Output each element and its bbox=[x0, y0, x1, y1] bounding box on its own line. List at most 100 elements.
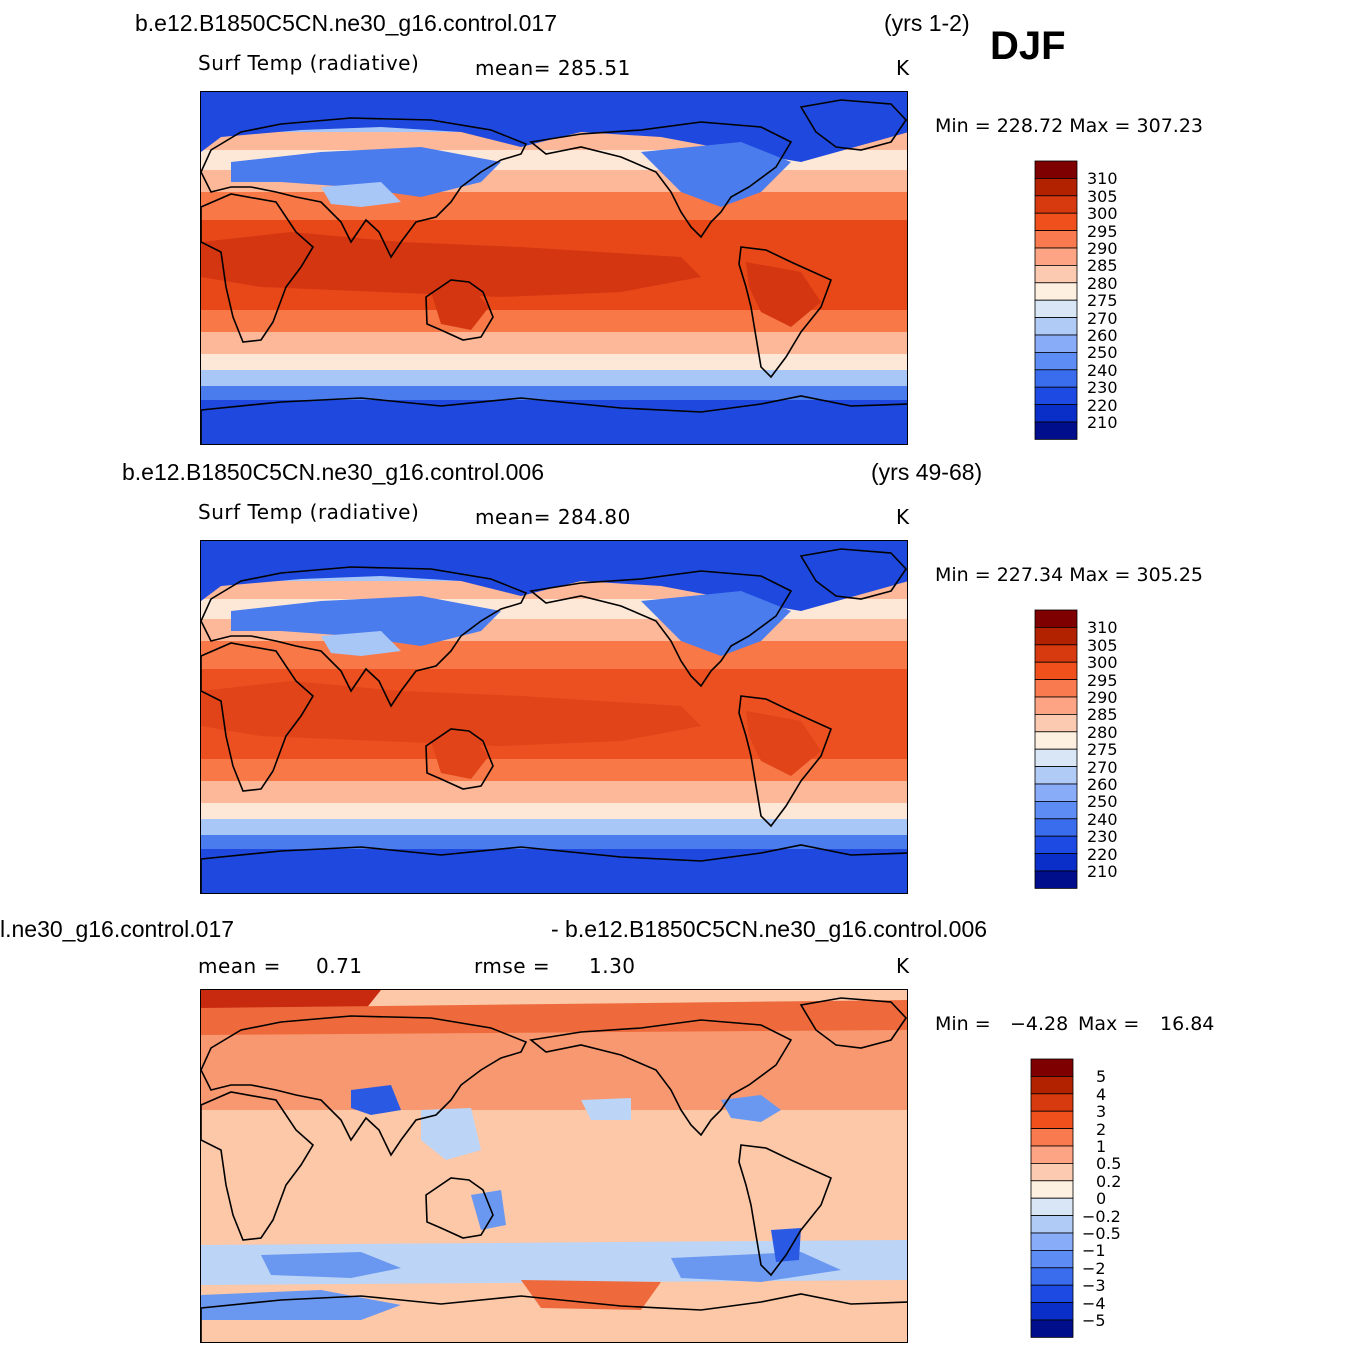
colorbar-swatch bbox=[1034, 800, 1078, 820]
panel2-map-svg bbox=[201, 541, 907, 893]
west-pacific-cool-anomaly bbox=[421, 1108, 481, 1160]
temperature-band bbox=[201, 332, 907, 354]
colorbar-level-label: 285 bbox=[1087, 256, 1118, 276]
colorbar-swatch bbox=[1030, 1249, 1074, 1269]
colorbar-swatch bbox=[1034, 351, 1078, 371]
temperature-band bbox=[201, 641, 907, 669]
colorbar-swatch bbox=[1034, 195, 1078, 214]
temperature-band bbox=[201, 803, 907, 819]
panel1-units: K bbox=[896, 56, 910, 80]
coastlines bbox=[201, 997, 907, 1342]
colorbar-level-label: 0.2 bbox=[1096, 1171, 1122, 1191]
colorbar-swatch bbox=[1034, 421, 1078, 440]
colorbar-level-label: 310 bbox=[1087, 618, 1118, 638]
colorbar-swatch bbox=[1034, 748, 1078, 767]
southern-ocean-cold-anomaly bbox=[261, 1252, 401, 1278]
panel2-mean: mean= 284.80 bbox=[475, 505, 631, 529]
colorbar-level-label: −0.2 bbox=[1082, 1206, 1121, 1226]
colorbar-level-label: 275 bbox=[1087, 740, 1118, 760]
coastline-north-america bbox=[529, 570, 793, 688]
panel3-max-value: 16.84 bbox=[1160, 1013, 1215, 1035]
coastline-south-america bbox=[738, 1144, 833, 1277]
colorbar-swatch bbox=[1034, 853, 1078, 872]
panel2-map bbox=[200, 540, 908, 894]
temperature-band bbox=[201, 354, 907, 370]
colorbar-level-label: 220 bbox=[1087, 844, 1118, 864]
colorbar-level-label: 0 bbox=[1096, 1189, 1107, 1209]
high-latitude-warm-band bbox=[201, 1000, 907, 1035]
colorbar-level-label: 220 bbox=[1087, 395, 1118, 415]
colorbar-level-label: −1 bbox=[1082, 1241, 1106, 1261]
colorbar-swatch bbox=[1030, 1232, 1074, 1251]
colorbar-swatch bbox=[1034, 870, 1078, 889]
coastline-greenland bbox=[799, 99, 907, 151]
colorbar-level-label: 300 bbox=[1087, 204, 1118, 224]
coastline-eurasia bbox=[201, 566, 528, 708]
panel1-map bbox=[200, 91, 908, 445]
colorbar-level-label: −4 bbox=[1082, 1293, 1106, 1313]
colorbar-swatch bbox=[1034, 404, 1078, 423]
tibet-cool-region bbox=[321, 631, 401, 656]
colorbar-swatch bbox=[1034, 626, 1078, 646]
eurasia-cold-region bbox=[231, 596, 501, 646]
temperature-band bbox=[201, 849, 907, 893]
colorbar-swatch bbox=[1034, 265, 1078, 284]
coastline-north-america bbox=[529, 1019, 793, 1137]
colorbar-level-label: 250 bbox=[1087, 343, 1118, 363]
panel3-case-left: l.ne30_g16.control.017 bbox=[0, 916, 235, 942]
panel3-max-label: Max = bbox=[1078, 1013, 1140, 1035]
colorbar-swatch bbox=[1034, 783, 1078, 802]
colorbar-swatch bbox=[1030, 1267, 1074, 1286]
panel1-map-svg bbox=[201, 92, 907, 444]
panel2-variable: Surf Temp (radiative) bbox=[198, 500, 420, 524]
colorbar-swatch bbox=[1030, 1284, 1074, 1303]
colorbar-level-label: −2 bbox=[1082, 1258, 1106, 1278]
colorbar-level-label: 230 bbox=[1087, 827, 1118, 847]
panel2-minmax: Min = 227.34 Max = 305.25 bbox=[935, 564, 1203, 586]
temperature-band bbox=[201, 835, 907, 849]
colorbar-level-label: 270 bbox=[1087, 757, 1118, 777]
panel1-mean: mean= 285.51 bbox=[475, 56, 631, 80]
panel3-min-label: Min = bbox=[935, 1013, 991, 1035]
antarctic-cold-anomaly bbox=[201, 1290, 401, 1320]
colorbar-swatch bbox=[1030, 1319, 1074, 1338]
tropical-warm-pool bbox=[201, 681, 701, 746]
colorbar-level-label: 300 bbox=[1087, 653, 1118, 673]
coastline-antarctica bbox=[201, 1293, 907, 1342]
colorbar-swatch bbox=[1030, 1128, 1074, 1147]
temperature-band bbox=[201, 192, 907, 220]
colorbar-level-label: 230 bbox=[1087, 378, 1118, 398]
panel3-rmse-label: rmse = bbox=[474, 954, 551, 978]
panel3-mean-label: mean = bbox=[198, 954, 281, 978]
australia-warm-region bbox=[431, 736, 489, 779]
panel1-years: (yrs 1-2) bbox=[884, 10, 970, 36]
coastline-greenland bbox=[799, 997, 907, 1049]
temperature-band bbox=[201, 819, 907, 835]
colorbar-swatch bbox=[1034, 835, 1078, 854]
coastline-australia bbox=[425, 728, 494, 790]
colorbar-level-label: 210 bbox=[1087, 413, 1118, 432]
south-america-warm-region bbox=[746, 262, 821, 327]
colorbar-swatch bbox=[1034, 334, 1078, 353]
temperature-band bbox=[201, 386, 907, 400]
panel1-case-title: b.e12.B1850C5CN.ne30_g16.control.017 bbox=[135, 10, 557, 36]
australia-cold-anomaly bbox=[471, 1190, 506, 1230]
temperature-band bbox=[201, 759, 907, 781]
colorbar-level-label: −5 bbox=[1082, 1311, 1106, 1330]
colorbar-level-label: 5 bbox=[1096, 1067, 1107, 1087]
colorbar-swatch bbox=[1030, 1093, 1074, 1112]
colorbar-swatches bbox=[1034, 160, 1078, 440]
colorbar-swatch bbox=[1034, 369, 1078, 388]
coastline-eurasia bbox=[201, 117, 528, 259]
australia-warm-region bbox=[431, 287, 489, 330]
temperature-band bbox=[201, 400, 907, 444]
colorbar-swatch bbox=[1034, 160, 1078, 179]
panel2-years: (yrs 49-68) bbox=[871, 459, 983, 485]
colorbar-swatches bbox=[1034, 609, 1078, 889]
colorbar-level-label: 1 bbox=[1096, 1137, 1107, 1156]
colorbar-swatch bbox=[1034, 679, 1078, 698]
colorbar-swatch bbox=[1030, 1180, 1074, 1199]
colorbar-level-label: 305 bbox=[1087, 186, 1118, 206]
colorbar-swatches bbox=[1030, 1058, 1074, 1338]
colorbar-level-label: −0.5 bbox=[1082, 1224, 1121, 1243]
